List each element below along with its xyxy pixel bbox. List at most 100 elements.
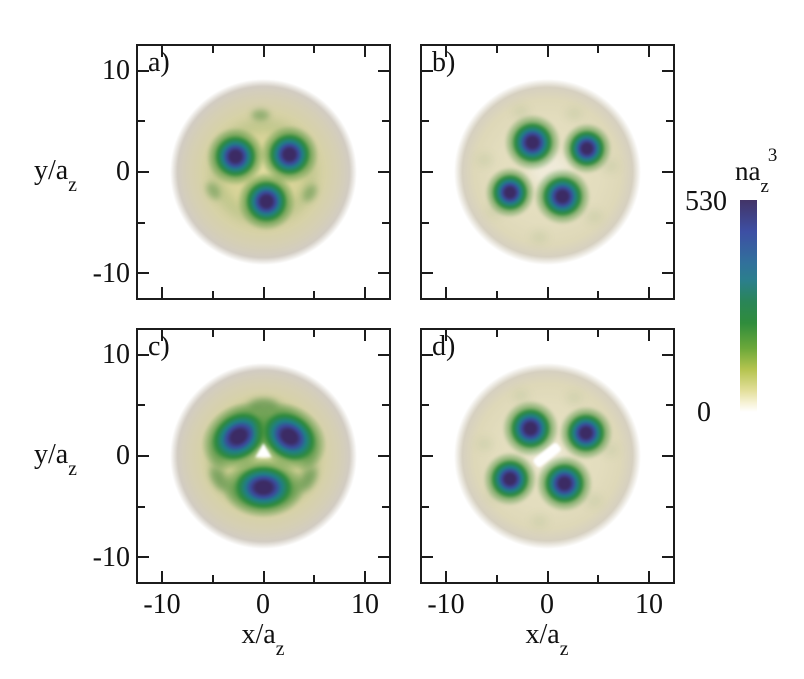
tick-mark bbox=[422, 120, 429, 123]
vortex bbox=[535, 453, 595, 513]
tick-mark bbox=[363, 46, 366, 57]
triangle-shape bbox=[255, 443, 272, 458]
y-tick-label: -10 bbox=[92, 258, 130, 289]
vortex bbox=[220, 455, 307, 520]
tick-mark bbox=[138, 69, 149, 72]
x-tick-label: 10 bbox=[351, 589, 379, 620]
tick-mark bbox=[445, 330, 448, 341]
x-axis-label-subscript: z bbox=[275, 639, 285, 661]
x-axis-label-subscript: z bbox=[559, 639, 569, 661]
tick-mark bbox=[422, 455, 433, 457]
vortex bbox=[532, 166, 593, 227]
tick-mark bbox=[662, 556, 673, 559]
tick-mark bbox=[666, 120, 673, 123]
colorbar-title-text: na bbox=[735, 156, 761, 186]
tick-mark bbox=[262, 46, 265, 57]
tick-mark bbox=[378, 455, 389, 457]
x-axis-label: x/az bbox=[213, 619, 313, 661]
vortex bbox=[558, 404, 614, 461]
tick-mark bbox=[211, 46, 214, 53]
tick-mark bbox=[647, 287, 650, 298]
tick-mark bbox=[211, 575, 214, 582]
tick-mark bbox=[161, 571, 164, 582]
tick-mark bbox=[597, 46, 600, 53]
tick-mark bbox=[138, 505, 145, 508]
x-axis-label-text: x/a bbox=[525, 619, 560, 650]
panel-d-density-plot: d) bbox=[420, 328, 675, 584]
tick-mark bbox=[495, 330, 498, 337]
tick-mark bbox=[313, 291, 316, 298]
tick-mark bbox=[262, 287, 265, 298]
y-axis-label: y/az bbox=[34, 439, 77, 481]
tick-mark bbox=[422, 272, 433, 275]
density-mottle bbox=[524, 508, 555, 533]
tick-mark bbox=[382, 120, 389, 123]
y-tick-label: 0 bbox=[116, 440, 130, 471]
tick-mark bbox=[422, 171, 433, 173]
panel-b-density-plot: b) bbox=[420, 44, 675, 300]
tick-mark bbox=[597, 330, 600, 337]
tick-mark bbox=[445, 46, 448, 57]
tick-mark bbox=[597, 575, 600, 582]
tick-mark bbox=[138, 171, 149, 173]
tick-mark bbox=[378, 272, 389, 275]
vortex bbox=[482, 451, 538, 508]
tick-mark bbox=[445, 571, 448, 582]
tick-mark bbox=[422, 505, 429, 508]
tick-mark bbox=[422, 556, 433, 559]
tick-mark bbox=[363, 287, 366, 298]
y-tick-label: 0 bbox=[116, 156, 130, 187]
tick-mark bbox=[161, 46, 164, 57]
x-tick-label: 10 bbox=[635, 589, 663, 620]
y-axis-label: y/az bbox=[34, 155, 77, 197]
tick-mark bbox=[445, 287, 448, 298]
tick-mark bbox=[313, 575, 316, 582]
tick-mark bbox=[422, 353, 433, 356]
tick-mark bbox=[363, 330, 366, 341]
tick-mark bbox=[647, 571, 650, 582]
panel-label: c) bbox=[148, 331, 170, 362]
tick-mark bbox=[546, 46, 549, 57]
panel-c-density-plot: c) bbox=[136, 328, 391, 584]
y-tick-label: 10 bbox=[102, 55, 130, 86]
x-tick-label: 0 bbox=[256, 589, 270, 620]
tick-mark bbox=[647, 330, 650, 341]
tick-mark bbox=[313, 46, 316, 53]
x-axis-label-text: x/a bbox=[241, 619, 276, 650]
y-axis-label-subscript: z bbox=[68, 175, 77, 197]
tick-mark bbox=[161, 287, 164, 298]
colorbar-title-subscript: z bbox=[760, 176, 769, 198]
colorbar-max-label: 530 bbox=[685, 186, 727, 217]
tick-mark bbox=[422, 404, 429, 407]
tick-mark bbox=[211, 291, 214, 298]
density-mottle bbox=[524, 224, 555, 249]
colorbar-gradient bbox=[740, 200, 757, 412]
tick-mark bbox=[378, 171, 389, 173]
tick-mark bbox=[382, 404, 389, 407]
tick-mark bbox=[662, 272, 673, 275]
tick-mark bbox=[138, 120, 145, 123]
y-axis-label-text: y/a bbox=[34, 439, 69, 470]
tick-mark bbox=[666, 505, 673, 508]
tick-mark bbox=[262, 330, 265, 341]
tick-mark bbox=[495, 291, 498, 298]
x-tick-label: -10 bbox=[143, 589, 181, 620]
tick-mark bbox=[666, 221, 673, 224]
tick-mark bbox=[363, 571, 366, 582]
tick-mark bbox=[647, 46, 650, 57]
vortex bbox=[236, 170, 297, 232]
tick-mark bbox=[495, 575, 498, 582]
y-axis-label-text: y/a bbox=[34, 155, 69, 186]
x-axis-label: x/az bbox=[497, 619, 597, 661]
density-halo bbox=[246, 106, 275, 125]
tick-mark bbox=[597, 291, 600, 298]
tick-mark bbox=[161, 330, 164, 341]
tick-mark bbox=[378, 556, 389, 559]
tick-mark bbox=[382, 505, 389, 508]
tick-mark bbox=[313, 330, 316, 337]
tick-mark bbox=[422, 221, 429, 224]
colorbar-title: naz 3 bbox=[735, 145, 777, 198]
tick-mark bbox=[662, 69, 673, 72]
y-tick-label: 10 bbox=[102, 339, 130, 370]
